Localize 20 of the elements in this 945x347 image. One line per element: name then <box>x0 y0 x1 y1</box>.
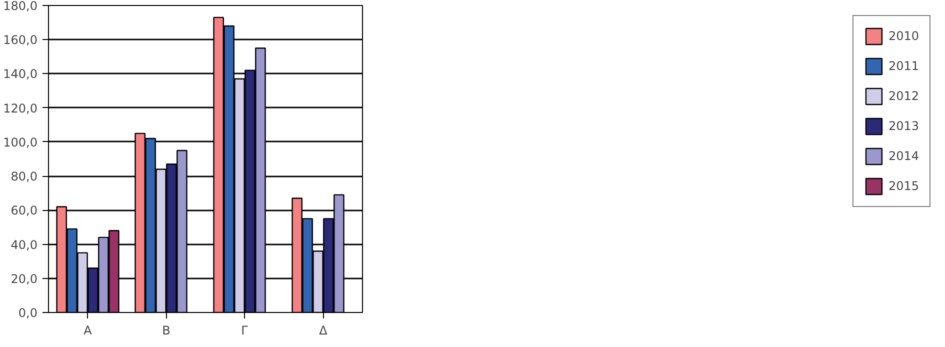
x-tick-label: Г <box>241 324 248 338</box>
y-tick-label: 120,0 <box>3 101 38 116</box>
legend-label: 2011 <box>888 59 919 73</box>
legend-label: 2013 <box>888 119 919 133</box>
y-tick-label: 180,0 <box>3 0 38 13</box>
legend-label: 2012 <box>888 89 919 103</box>
x-tick-label: Δ <box>319 324 328 338</box>
legend-label: 2010 <box>888 29 919 43</box>
y-tick-label: 20,0 <box>10 272 38 286</box>
y-tick-label: 80,0 <box>10 170 38 184</box>
y-tick-label: 0,0 <box>18 306 38 320</box>
legend-label: 2015 <box>888 179 919 193</box>
x-tick-label: В <box>162 324 170 338</box>
y-tick-label: 60,0 <box>10 204 38 218</box>
y-tick-label: 160,0 <box>3 33 38 48</box>
y-tick-label: 100,0 <box>3 135 38 150</box>
y-tick-label: 40,0 <box>10 238 38 252</box>
x-tick-label: А <box>84 324 93 338</box>
legend-label: 2014 <box>888 149 919 163</box>
y-tick-label: 140,0 <box>3 67 38 82</box>
